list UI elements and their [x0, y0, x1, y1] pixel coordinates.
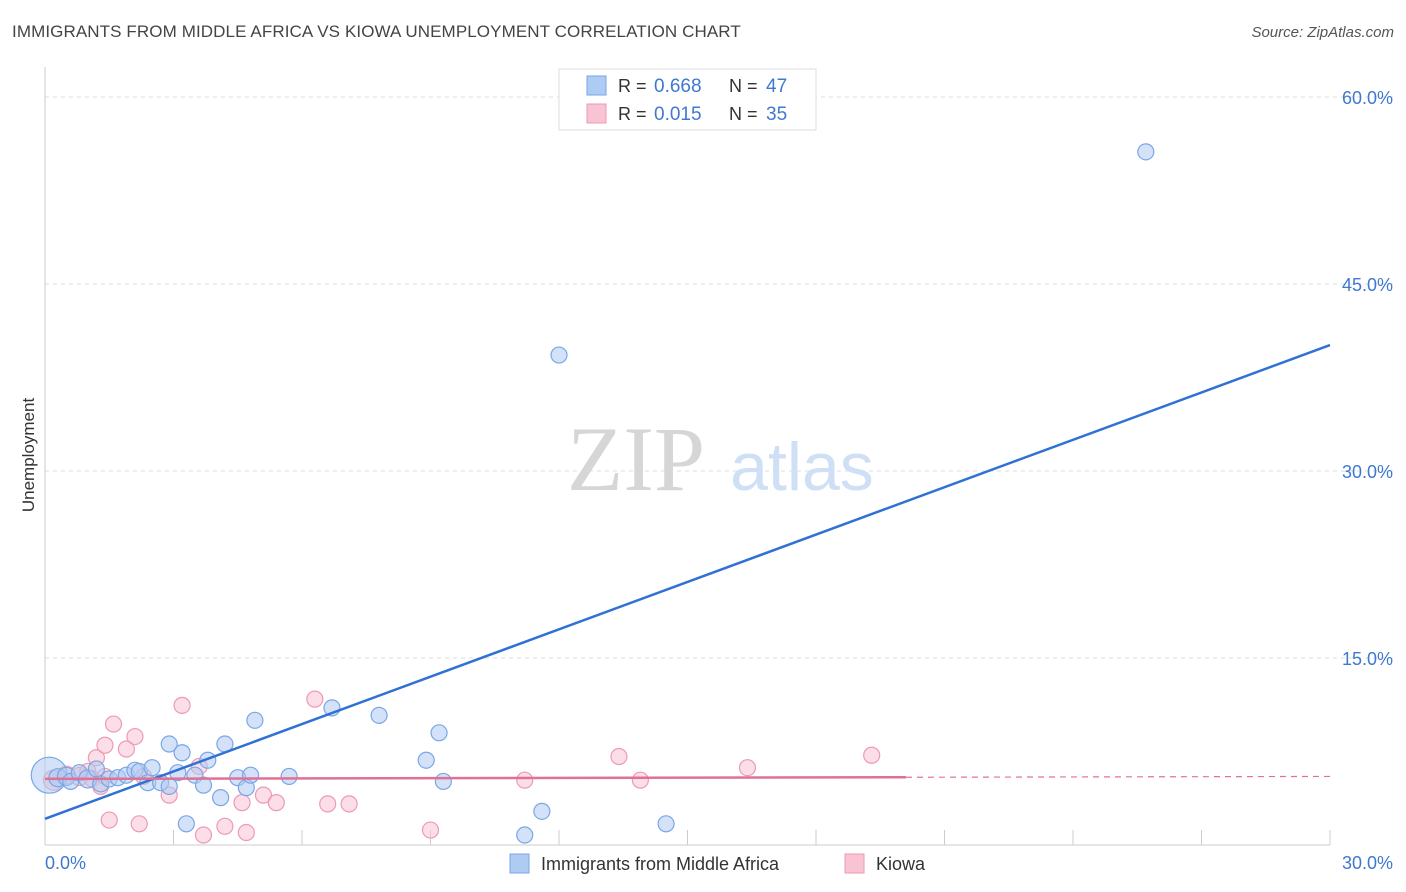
x-tick-label-1: 30.0% — [1342, 853, 1393, 873]
stats-legend: R = 0.668 N = 47 R = 0.015 N = 35 — [558, 68, 817, 131]
kiowa-point-13 — [130, 815, 148, 833]
middle-africa-point-16 — [160, 777, 178, 796]
kiowa-point-25 — [319, 795, 337, 813]
legend-n-value-2: 35 — [766, 104, 787, 125]
middle-africa-point-32 — [370, 706, 388, 724]
middle-africa-point-39 — [657, 815, 675, 833]
kiowa-point-12 — [126, 727, 144, 746]
legend-r-label-2: R = — [618, 104, 647, 124]
tick-labels: 15.0% 30.0% 45.0% 60.0% 0.0% 30.0% — [45, 88, 1393, 873]
y-tick-label-2: 45.0% — [1342, 275, 1393, 295]
trend-line-pink-extension — [905, 775, 1331, 778]
legend-swatch-pink — [586, 103, 607, 124]
kiowa-point-11 — [117, 740, 135, 758]
kiowa-point-21 — [237, 823, 255, 842]
middle-africa-point-24 — [212, 789, 230, 807]
middle-africa-point-35 — [434, 772, 452, 791]
kiowa-point-32 — [863, 746, 881, 764]
legend-r-label-1: R = — [618, 76, 647, 96]
middle-africa-point-29 — [246, 711, 264, 729]
kiowa-point-19 — [216, 817, 234, 835]
kiowa-point-27 — [421, 821, 440, 839]
middle-africa-point-30 — [280, 767, 298, 786]
middle-africa-point-37 — [533, 802, 551, 820]
middle-africa-point-33 — [417, 751, 435, 769]
watermark-atlas: atlas — [730, 429, 874, 505]
middle-africa-point-36 — [516, 826, 534, 844]
kiowa-point-26 — [340, 795, 358, 813]
middle-africa-point-38 — [550, 346, 568, 364]
kiowa-point-28 — [516, 771, 534, 789]
legend-r-value-1: 0.668 — [654, 76, 702, 97]
middle-africa-point-14 — [143, 759, 161, 777]
x-tick-label-0: 0.0% — [45, 853, 86, 873]
middle-africa-point-20 — [177, 815, 195, 833]
trend-lines — [44, 343, 1331, 820]
kiowa-point-8 — [96, 736, 114, 754]
kiowa-point-20 — [233, 794, 251, 812]
bottom-legend-label-1: Immigrants from Middle Africa — [541, 854, 780, 874]
axis-layer — [44, 67, 1331, 846]
kiowa-point-10 — [104, 715, 123, 733]
middle-africa-point-19 — [173, 744, 191, 762]
bottom-legend-swatch-blue — [509, 853, 530, 874]
legend-n-label-1: N = — [729, 76, 758, 96]
kiowa-point-31 — [738, 759, 757, 777]
y-tick-label-0: 15.0% — [1342, 649, 1393, 669]
kiowa-point-23 — [267, 794, 285, 812]
y-tick-label-3: 60.0% — [1342, 88, 1393, 108]
kiowa-points — [42, 690, 881, 844]
source-label: Source: ZipAtlas.com — [1251, 24, 1394, 41]
kiowa-point-29 — [610, 747, 628, 766]
legend-n-value-1: 47 — [766, 76, 787, 97]
chart-title: IMMIGRANTS FROM MIDDLE AFRICA VS KIOWA U… — [12, 22, 741, 41]
bottom-legend-swatch-pink — [844, 853, 865, 874]
middle-africa-point-40 — [1137, 143, 1155, 161]
watermark: ZIP atlas — [567, 408, 874, 510]
legend-swatch-blue — [586, 75, 607, 96]
watermark-zip: ZIP — [567, 408, 705, 510]
middle-africa-point-17 — [160, 735, 178, 753]
kiowa-point-24 — [306, 690, 324, 708]
kiowa-point-18 — [194, 826, 213, 844]
kiowa-point-16 — [173, 696, 191, 714]
grid-layer — [45, 96, 1395, 659]
trend-line-pink — [44, 776, 906, 781]
series-legend: Immigrants from Middle Africa Kiowa — [509, 853, 926, 874]
kiowa-point-22 — [254, 786, 273, 804]
y-tick-label-1: 30.0% — [1342, 462, 1393, 482]
trend-line-blue — [44, 343, 1331, 820]
kiowa-point-30 — [631, 771, 649, 789]
legend-n-label-2: N = — [729, 104, 758, 124]
kiowa-point-9 — [100, 811, 118, 829]
legend-r-value-2: 0.015 — [654, 104, 702, 125]
middle-africa-point-34 — [430, 724, 448, 742]
bottom-legend-label-2: Kiowa — [876, 854, 926, 874]
middle-africa-point-22 — [194, 776, 213, 794]
middle-africa-point-28 — [242, 766, 260, 784]
y-axis-label: Unemployment — [19, 398, 38, 513]
